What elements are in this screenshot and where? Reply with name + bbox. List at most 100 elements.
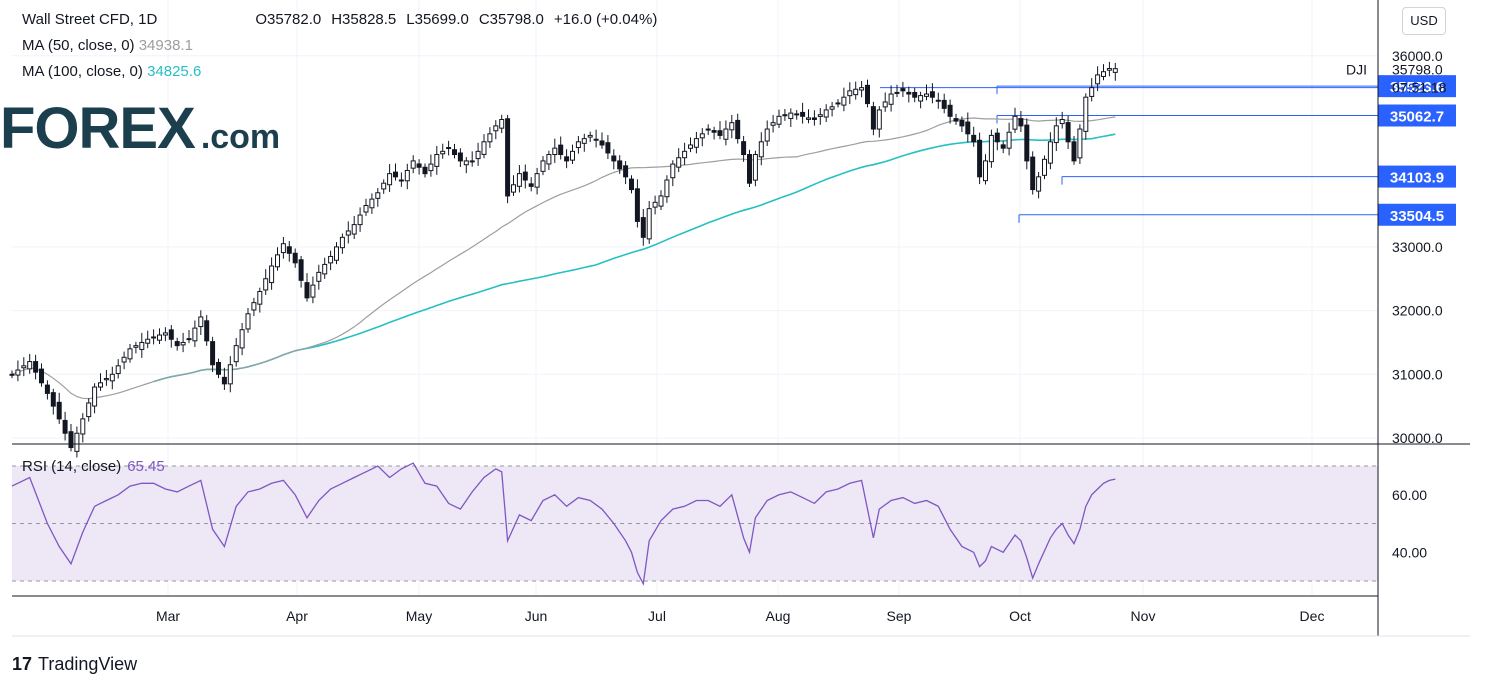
candle-body: [882, 101, 888, 108]
candle-body: [1112, 68, 1118, 73]
candle-body: [564, 156, 570, 162]
candle-body: [811, 117, 817, 121]
currency-button[interactable]: USD: [1402, 7, 1446, 35]
candle-body: [210, 341, 216, 366]
candle-body: [162, 332, 168, 336]
low-value: L35699.0: [406, 11, 469, 28]
candle-body: [192, 327, 198, 342]
candle-body: [186, 338, 192, 341]
candle-body: [328, 255, 334, 264]
level-price-tag: [1378, 165, 1456, 188]
candle-body: [239, 329, 245, 349]
candle-body: [835, 102, 841, 105]
candle-body: [151, 336, 157, 339]
candle-body: [1000, 144, 1006, 149]
candle-body: [741, 141, 747, 156]
ma50-legend[interactable]: MA (50, close, 0) 34938.1: [22, 37, 193, 54]
candle-body: [764, 128, 770, 142]
rsi-label: RSI (14, close): [22, 458, 122, 475]
level-price-label: 35062.7: [1390, 109, 1444, 126]
candle-body: [98, 382, 103, 388]
candle-body: [959, 119, 965, 127]
candle-body: [870, 106, 876, 130]
candle-body: [853, 88, 859, 96]
ma50-value: 34938.1: [138, 37, 193, 54]
candle-body: [86, 402, 92, 418]
candle-body: [298, 259, 304, 281]
candle-body: [829, 106, 835, 110]
price-levels: 35523.6 35062.7 34103.9 33504.5 DJI 35798.0 07…: [880, 62, 1456, 226]
candle-body: [735, 119, 741, 140]
high-value: H35828.5: [331, 11, 397, 28]
candle-body: [198, 316, 204, 328]
candle-body: [1042, 158, 1047, 176]
tradingview-logo-icon: 17: [12, 654, 33, 674]
candle-body: [1077, 128, 1083, 159]
candle-body: [965, 121, 971, 135]
candle-body: [127, 348, 133, 360]
candle-body: [617, 160, 623, 170]
price-axis: 30000.0 31000.0 32000.0 33000.0 36000.0 60.00…: [1392, 48, 1443, 560]
candle-body: [971, 134, 977, 143]
candle-body: [457, 152, 463, 162]
x-tick-label: Dec: [1300, 608, 1325, 624]
candle-body: [387, 173, 393, 186]
candle-body: [168, 329, 174, 340]
ma100-legend[interactable]: MA (100, close, 0) 34825.6: [22, 63, 201, 80]
forex-logo: FOREX .com: [0, 95, 280, 162]
candle-body: [570, 150, 575, 161]
candle-body: [304, 282, 310, 299]
candle-body: [1047, 141, 1053, 164]
candle-body: [900, 88, 906, 92]
candle-body: [593, 138, 599, 141]
candle-body: [723, 128, 729, 140]
candle-body: [752, 154, 758, 181]
candles: [9, 61, 1118, 458]
chart-header: Wall Street CFD, 1D O35782.0 H35828.5 L3569…: [22, 11, 657, 28]
candle-body: [139, 341, 145, 350]
candle-body: [410, 160, 416, 169]
candle-body: [33, 361, 39, 373]
candle-body: [440, 150, 446, 155]
tradingview-brand[interactable]: 17 TradingView: [12, 654, 137, 675]
candle-body: [286, 246, 292, 254]
candle-body: [705, 128, 711, 131]
candle-body: [658, 195, 664, 207]
candle-body: [56, 401, 62, 420]
candle-body: [381, 182, 387, 190]
candle-body: [1089, 87, 1095, 97]
candle-body: [322, 263, 328, 275]
candle-body: [204, 320, 210, 342]
rsi-legend[interactable]: RSI (14, close) 65.45: [22, 458, 165, 475]
candle-body: [906, 91, 912, 95]
logo-domain: .com: [200, 118, 281, 156]
candle-body: [275, 254, 280, 268]
candle-body: [888, 93, 894, 105]
x-tick-label: May: [406, 608, 432, 624]
candle-body: [393, 171, 398, 178]
y-tick-label: 30000.0: [1392, 430, 1443, 446]
candle-body: [1024, 124, 1030, 162]
candle-body: [310, 284, 316, 298]
candle-body: [481, 141, 487, 155]
candle-body: [800, 111, 806, 117]
candle-body: [216, 361, 221, 375]
candle-body: [847, 90, 853, 97]
candle-body: [157, 334, 162, 341]
candle-body: [74, 432, 80, 452]
candle-body: [935, 99, 941, 102]
x-tick-label: Apr: [286, 608, 308, 624]
candle-body: [115, 365, 121, 375]
candle-body: [788, 112, 794, 120]
candle-body: [540, 160, 546, 172]
candle-body: [511, 184, 516, 193]
candle-body: [599, 140, 605, 146]
candle-body: [611, 155, 617, 162]
candle-body: [806, 117, 811, 120]
candle-body: [280, 243, 286, 254]
candle-body: [422, 166, 428, 175]
candle-body: [68, 431, 74, 449]
rsi-tick-label: 40.00: [1392, 544, 1427, 560]
ma100-line: [153, 133, 1116, 383]
